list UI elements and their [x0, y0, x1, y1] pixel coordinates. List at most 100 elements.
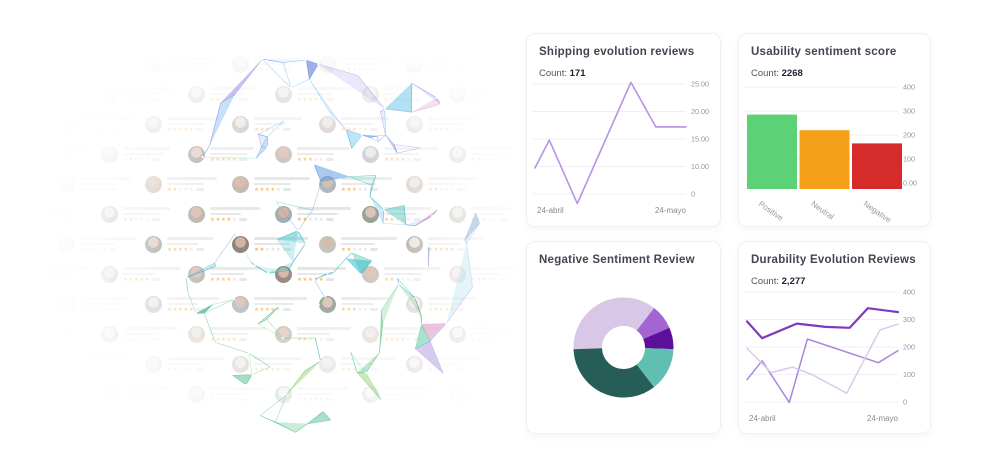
mesh-line — [304, 360, 321, 372]
mesh-triangle — [349, 175, 376, 186]
mesh-node — [313, 278, 316, 281]
mesh-line — [397, 147, 421, 154]
mesh-triangle — [414, 298, 422, 325]
y-tick-label: 100 — [903, 155, 915, 164]
mesh-triangle — [369, 196, 384, 224]
mesh-triangle — [381, 284, 399, 326]
y-tick-label: 300 — [903, 315, 915, 324]
durability-line-chart: 400 300 200 100 0 24-abril 24-mayo — [745, 288, 915, 423]
x-category-label: Positive — [757, 199, 786, 223]
mesh-triangle — [446, 243, 473, 324]
mesh-line — [314, 273, 328, 280]
series-light-line — [746, 323, 899, 394]
y-tick-label: 400 — [903, 83, 915, 92]
mesh-node — [296, 229, 300, 232]
mesh-line — [186, 265, 217, 278]
y-tick-label: 200 — [903, 131, 915, 140]
mesh-line — [186, 262, 215, 278]
mesh-line — [212, 299, 235, 305]
card-title-shipping: Shipping evolution reviews — [539, 46, 695, 58]
count-row: Count: 2,277 — [751, 276, 918, 287]
mesh-triangle — [398, 284, 422, 317]
mesh-line — [260, 415, 276, 423]
mesh-node — [383, 107, 386, 111]
count-value: 2,277 — [781, 276, 806, 287]
mesh-triangle — [384, 83, 412, 113]
mesh-triangle — [411, 83, 441, 105]
card-shipping-evolution: Shipping evolution reviews Count: 171 25… — [526, 33, 721, 227]
network-mesh-graphic — [185, 58, 480, 433]
mesh-node — [244, 383, 248, 387]
y-tick-label: 0.00 — [903, 179, 917, 188]
mesh-line — [333, 258, 347, 273]
mesh-triangle — [383, 205, 406, 225]
x-category-label: Negative — [862, 199, 893, 225]
mesh-node — [431, 214, 434, 218]
mesh-line — [266, 319, 284, 339]
series-medium-line — [746, 338, 899, 404]
reviews-collage: ★★★★★ ★★★★★ ★★★ ★ ★★★★★ ★★★★★ ★★★★★ ★★★★★ ★★ ★★ ★★… — [0, 0, 515, 467]
count-label: Count: — [751, 68, 779, 79]
card-durability-evolution: Durability Evolution Reviews Count: 2,27… — [738, 241, 931, 434]
mesh-line — [234, 233, 251, 263]
mesh-line — [394, 144, 421, 149]
y-tick-label: 10.00 — [691, 162, 709, 171]
donut-slice-lavender — [573, 297, 674, 398]
card-usability-sentiment: Usability sentiment score Count: 2268 40… — [738, 33, 931, 227]
mesh-line — [398, 283, 416, 299]
mesh-line — [312, 182, 322, 211]
mesh-line — [345, 252, 352, 259]
mesh-line — [202, 156, 257, 159]
mesh-node — [426, 245, 430, 248]
count-label: Count: — [751, 276, 779, 287]
mesh-line — [248, 353, 253, 375]
mesh-triangle — [307, 411, 332, 424]
card-title-usability: Usability sentiment score — [751, 46, 897, 58]
shipping-line-chart: 25.00 20.00 15.00 10.00 0 24-abril 24-mayo — [533, 80, 709, 215]
mesh-triangle — [309, 79, 347, 130]
mesh-triangle — [314, 164, 350, 183]
x-label-end: 24-mayo — [655, 206, 687, 215]
count-row: Count: 2268 — [751, 68, 918, 79]
mesh-line — [214, 233, 236, 264]
count-value: 2268 — [781, 68, 803, 79]
mesh-node — [364, 371, 368, 375]
bar-neutral — [799, 130, 850, 189]
mesh-line — [202, 144, 211, 158]
mesh-node — [261, 58, 264, 61]
mesh-node — [274, 200, 277, 203]
mesh-node — [185, 276, 188, 279]
donut-slice-dark-purple — [573, 297, 674, 398]
mesh-triangle — [286, 361, 321, 395]
mesh-node — [289, 86, 293, 90]
mesh-node — [380, 399, 383, 402]
mesh-node — [435, 96, 438, 99]
count-value: 171 — [569, 68, 586, 79]
y-tick-label: 100 — [903, 370, 915, 379]
mesh-node — [266, 145, 269, 148]
mesh-line — [382, 223, 406, 225]
mesh-triangle — [306, 60, 319, 80]
x-category-label: Neutral — [809, 199, 835, 221]
mesh-node — [233, 298, 236, 301]
mesh-line — [350, 352, 358, 373]
x-label-end: 24-mayo — [867, 414, 899, 423]
mesh-node — [317, 62, 320, 66]
count-label: Count: — [539, 68, 567, 79]
usability-bar-chart: 400 300 200 100 0.00 Positive Neutral Negative — [745, 83, 917, 225]
shipping-reviews-line — [534, 81, 687, 205]
mesh-line — [248, 352, 271, 368]
mesh-node — [324, 295, 327, 298]
y-tick-label: 25.00 — [691, 80, 709, 89]
mesh-triangle — [318, 64, 385, 109]
mesh-line — [257, 323, 284, 339]
x-label-start: 24-abril — [537, 206, 564, 215]
mesh-line — [251, 366, 271, 375]
count-row: Count: 171 — [539, 68, 708, 79]
card-title-durability: Durability Evolution Reviews — [751, 254, 916, 266]
mesh-node — [266, 272, 270, 275]
mesh-line — [369, 137, 379, 142]
y-tick-label: 20.00 — [691, 107, 709, 116]
mesh-line — [290, 78, 310, 89]
